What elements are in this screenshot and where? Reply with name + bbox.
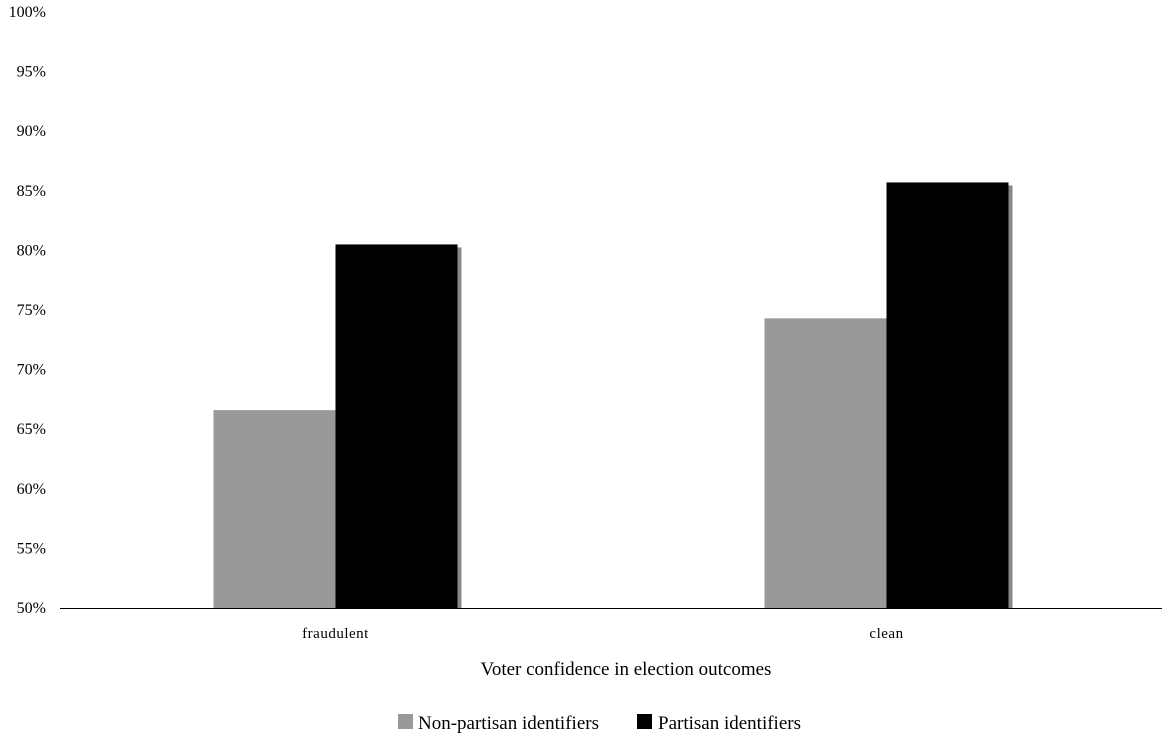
legend-swatch	[398, 714, 413, 729]
bars	[213, 182, 1013, 608]
y-tick-label: 95%	[17, 64, 46, 81]
x-tick-label: fraudulent	[302, 626, 369, 642]
y-tick-label: 65%	[17, 421, 46, 438]
bar-fraudulent-partisan	[335, 244, 458, 608]
y-tick-label: 70%	[17, 362, 46, 379]
y-tick-label: 50%	[17, 600, 46, 617]
y-tick-label: 85%	[17, 183, 46, 200]
y-tick-label: 75%	[17, 302, 46, 319]
y-tick-label: 60%	[17, 481, 46, 498]
legend-label: Partisan identifiers	[658, 713, 801, 734]
y-tick-label: 55%	[17, 540, 46, 557]
legend-label: Non-partisan identifiers	[418, 713, 599, 734]
x-axis-category-labels: fraudulent clean	[302, 626, 903, 642]
bar-clean-partisan	[886, 182, 1009, 608]
bar-fraudulent-non-partisan	[213, 410, 336, 608]
y-axis-ticks: 50% 55% 60% 65% 70% 75% 80% 85% 90% 95% 100%	[9, 4, 46, 617]
x-axis-title: Voter confidence in election outcomes	[481, 659, 772, 680]
y-tick-label: 80%	[17, 242, 46, 259]
y-tick-label: 90%	[17, 123, 46, 140]
legend: Non-partisan identifiers Partisan identif…	[398, 713, 801, 734]
bar-clean-non-partisan	[764, 318, 887, 608]
x-tick-label: clean	[869, 626, 903, 642]
legend-swatch	[637, 714, 652, 729]
y-tick-label: 100%	[9, 4, 46, 21]
